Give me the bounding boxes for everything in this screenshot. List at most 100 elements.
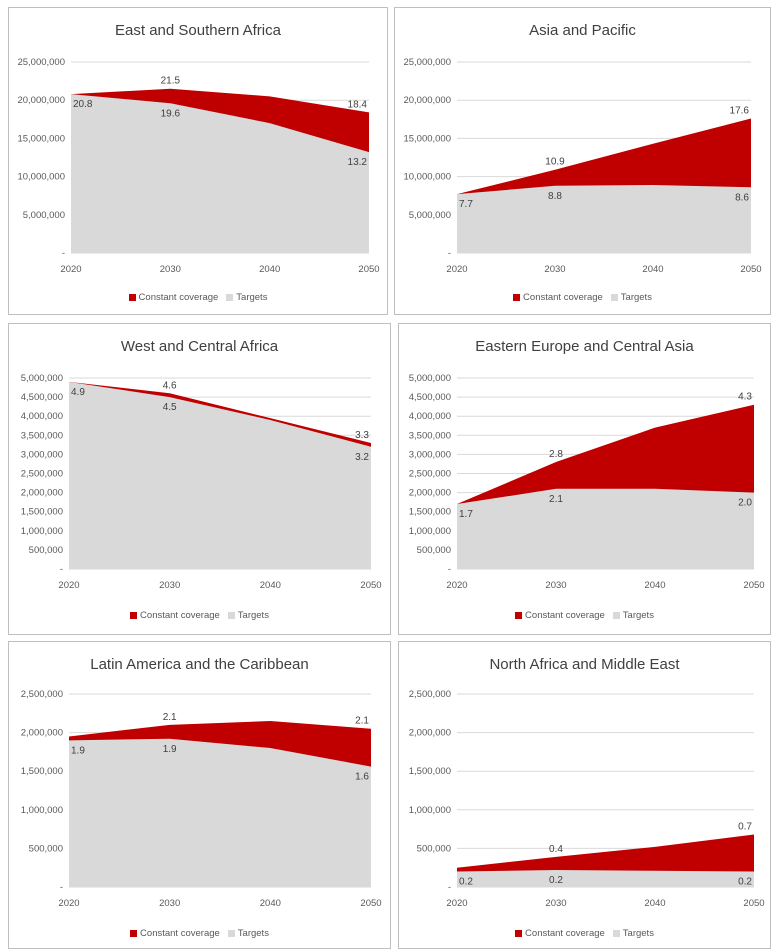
- chart-title: Eastern Europe and Central Asia: [475, 338, 694, 355]
- series-area-targets: [457, 488, 754, 569]
- legend-item-targets: Targets: [610, 292, 652, 303]
- x-tick-label: 2050: [743, 898, 764, 909]
- legend-label: Constant coverage: [140, 928, 220, 939]
- legend: Constant coverage Targets: [9, 928, 390, 939]
- data-label-constant-coverage: 2.1: [355, 716, 369, 727]
- legend-item-constant-coverage: Constant coverage: [515, 928, 605, 939]
- legend-swatch: [130, 929, 138, 937]
- chart-panel-asia-pacific: Asia and Pacific - 5,000,000 10,000,000 15,0…: [394, 7, 771, 315]
- x-tick-label: 2040: [260, 898, 281, 909]
- x-tick-label: 2050: [740, 264, 761, 275]
- y-tick-label: 4,000,000: [21, 411, 63, 422]
- y-tick-label: 2,500,000: [409, 469, 451, 480]
- area-chart: - 5,000,000 10,000,000 15,000,000 20,000,000…: [403, 57, 761, 275]
- y-tick-label: 5,000,000: [409, 373, 451, 384]
- y-tick-label: -: [60, 882, 63, 893]
- legend-label: Constant coverage: [140, 610, 220, 621]
- chart-title: Latin America and the Caribbean: [90, 656, 309, 673]
- series-area-targets: [69, 738, 371, 887]
- x-tick-label: 2030: [545, 580, 566, 591]
- data-label-targets: 2.0: [738, 498, 752, 509]
- data-label-targets: 1.7: [459, 509, 473, 520]
- data-label-constant-coverage: 2.1: [163, 712, 177, 723]
- y-tick-label: 4,500,000: [409, 392, 451, 403]
- data-label-constant-coverage: 0.4: [549, 844, 563, 855]
- y-tick-label: 1,500,000: [409, 507, 451, 518]
- legend-label: Targets: [622, 610, 654, 621]
- data-label-constant-coverage: 3.3: [355, 430, 369, 441]
- y-tick-label: 2,000,000: [409, 728, 451, 739]
- series-area-targets: [71, 94, 369, 253]
- x-tick-label: 2050: [360, 580, 381, 591]
- x-tick-label: 2050: [360, 898, 381, 909]
- x-tick-label: 2030: [159, 898, 180, 909]
- y-tick-label: 1,500,000: [21, 507, 63, 518]
- data-label-constant-coverage: 17.6: [730, 106, 750, 117]
- legend-item-constant-coverage: Constant coverage: [513, 292, 603, 303]
- legend-label: Constant coverage: [523, 292, 603, 303]
- legend: Constant coverage Targets: [9, 610, 390, 621]
- data-label-targets: 3.2: [355, 452, 369, 463]
- data-label-targets: 8.6: [735, 192, 749, 203]
- y-tick-label: -: [448, 248, 451, 259]
- area-chart: - 500,000 1,000,000 1,500,000 2,000,000 2,500…: [21, 373, 382, 591]
- y-tick-label: 3,500,000: [409, 430, 451, 441]
- series-area-targets: [69, 381, 371, 569]
- y-tick-label: 1,500,000: [21, 766, 63, 777]
- x-tick-label: 2020: [58, 898, 79, 909]
- x-tick-label: 2040: [260, 580, 281, 591]
- chart-panel-east-southern-africa: East and Southern Africa - 5,000,000 10,000…: [8, 7, 388, 315]
- y-tick-label: 10,000,000: [17, 172, 65, 183]
- y-tick-label: 20,000,000: [17, 95, 65, 106]
- data-label-targets: 0.2: [549, 875, 563, 886]
- chart-panel-latin-america-caribbean: Latin America and the Caribbean - 500,000 1…: [8, 641, 391, 949]
- x-tick-label: 2040: [642, 264, 663, 275]
- legend: Constant coverage Targets: [399, 610, 770, 621]
- area-chart: - 500,000 1,000,000 1,500,000 2,000,000 2,500…: [409, 689, 765, 909]
- y-tick-label: 1,000,000: [409, 805, 451, 816]
- data-label-targets: 4.5: [163, 402, 177, 413]
- area-chart: - 5,000,000 10,000,000 15,000,000 20,000,000…: [17, 57, 379, 275]
- chart-panel-north-africa-middle-east: North Africa and Middle East - 500,000 1,00…: [398, 641, 771, 949]
- data-label-constant-coverage: 2.8: [549, 449, 563, 460]
- legend-swatch: [130, 611, 138, 619]
- y-tick-label: 4,000,000: [409, 411, 451, 422]
- y-tick-label: 10,000,000: [403, 172, 451, 183]
- y-tick-label: 3,000,000: [21, 449, 63, 460]
- chart-title: West and Central Africa: [120, 338, 279, 355]
- legend-swatch: [612, 611, 620, 619]
- y-tick-label: 4,500,000: [21, 392, 63, 403]
- x-tick-label: 2040: [644, 898, 665, 909]
- data-label-targets: 1.9: [163, 744, 177, 755]
- legend-swatch: [226, 293, 234, 301]
- y-tick-label: 2,000,000: [409, 488, 451, 499]
- data-label-targets: 1.6: [355, 772, 369, 783]
- x-tick-label: 2030: [160, 264, 181, 275]
- data-label-targets: 0.2: [459, 877, 473, 888]
- series-area-targets: [457, 870, 754, 887]
- x-tick-label: 2040: [644, 580, 665, 591]
- legend-item-targets: Targets: [227, 928, 269, 939]
- x-tick-label: 2020: [446, 898, 467, 909]
- y-tick-label: -: [448, 882, 451, 893]
- chart-title: East and Southern Africa: [115, 22, 281, 39]
- legend-item-constant-coverage: Constant coverage: [128, 292, 218, 303]
- legend-swatch: [128, 293, 136, 301]
- y-tick-label: 15,000,000: [403, 133, 451, 144]
- y-tick-label: 1,000,000: [409, 526, 451, 537]
- legend-label: Targets: [620, 292, 652, 303]
- legend-swatch: [227, 929, 235, 937]
- y-tick-label: 500,000: [29, 843, 63, 854]
- data-label-constant-coverage: 21.5: [161, 76, 181, 87]
- y-tick-label: 2,500,000: [409, 689, 451, 700]
- y-tick-label: 5,000,000: [409, 210, 451, 221]
- legend: Constant coverage Targets: [395, 292, 770, 303]
- legend-label: Targets: [237, 928, 269, 939]
- legend-swatch: [227, 611, 235, 619]
- x-tick-label: 2050: [743, 580, 764, 591]
- data-label-targets: 8.8: [548, 191, 562, 202]
- y-tick-label: -: [448, 564, 451, 575]
- y-tick-label: 500,000: [417, 843, 451, 854]
- x-tick-label: 2050: [358, 264, 379, 275]
- chart-panel-west-central-africa: West and Central Africa - 500,000 1,000,000…: [8, 323, 391, 635]
